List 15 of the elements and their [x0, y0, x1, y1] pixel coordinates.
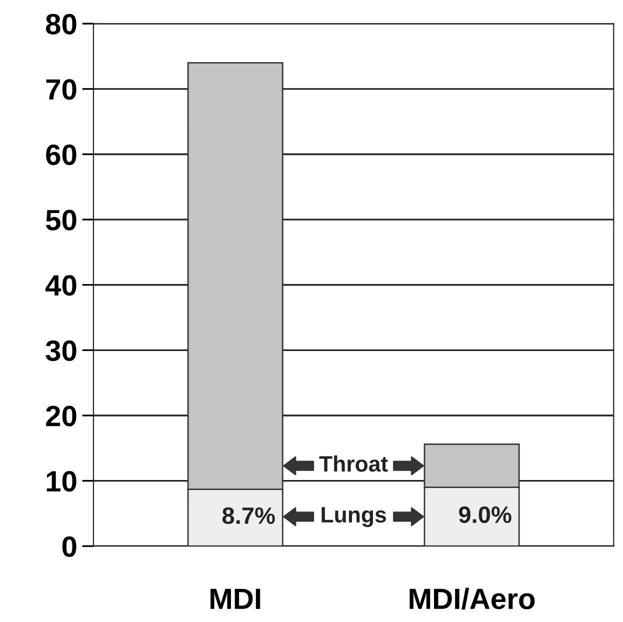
series-label: Lungs — [322, 507, 386, 528]
series-label: Throat — [319, 455, 388, 472]
x-tick-label: MDI — [210, 588, 260, 609]
y-tick-label: 80 — [46, 14, 76, 34]
y-tick-label: 40 — [45, 275, 76, 296]
y-tick-label: 50 — [46, 210, 76, 230]
y-tick-label: 20 — [46, 406, 76, 426]
y-tick-label: 60 — [46, 144, 76, 166]
y-tick-label: 70 — [46, 79, 76, 100]
x-tick-label: MDI/Aero — [410, 588, 535, 610]
y-tick-label: 10 — [46, 471, 76, 492]
data-label: 9.0% — [458, 506, 512, 524]
data-label: 8.7% — [222, 507, 275, 524]
y-tick-label: 30 — [46, 340, 76, 362]
y-tick-label: 0 — [62, 536, 76, 557]
